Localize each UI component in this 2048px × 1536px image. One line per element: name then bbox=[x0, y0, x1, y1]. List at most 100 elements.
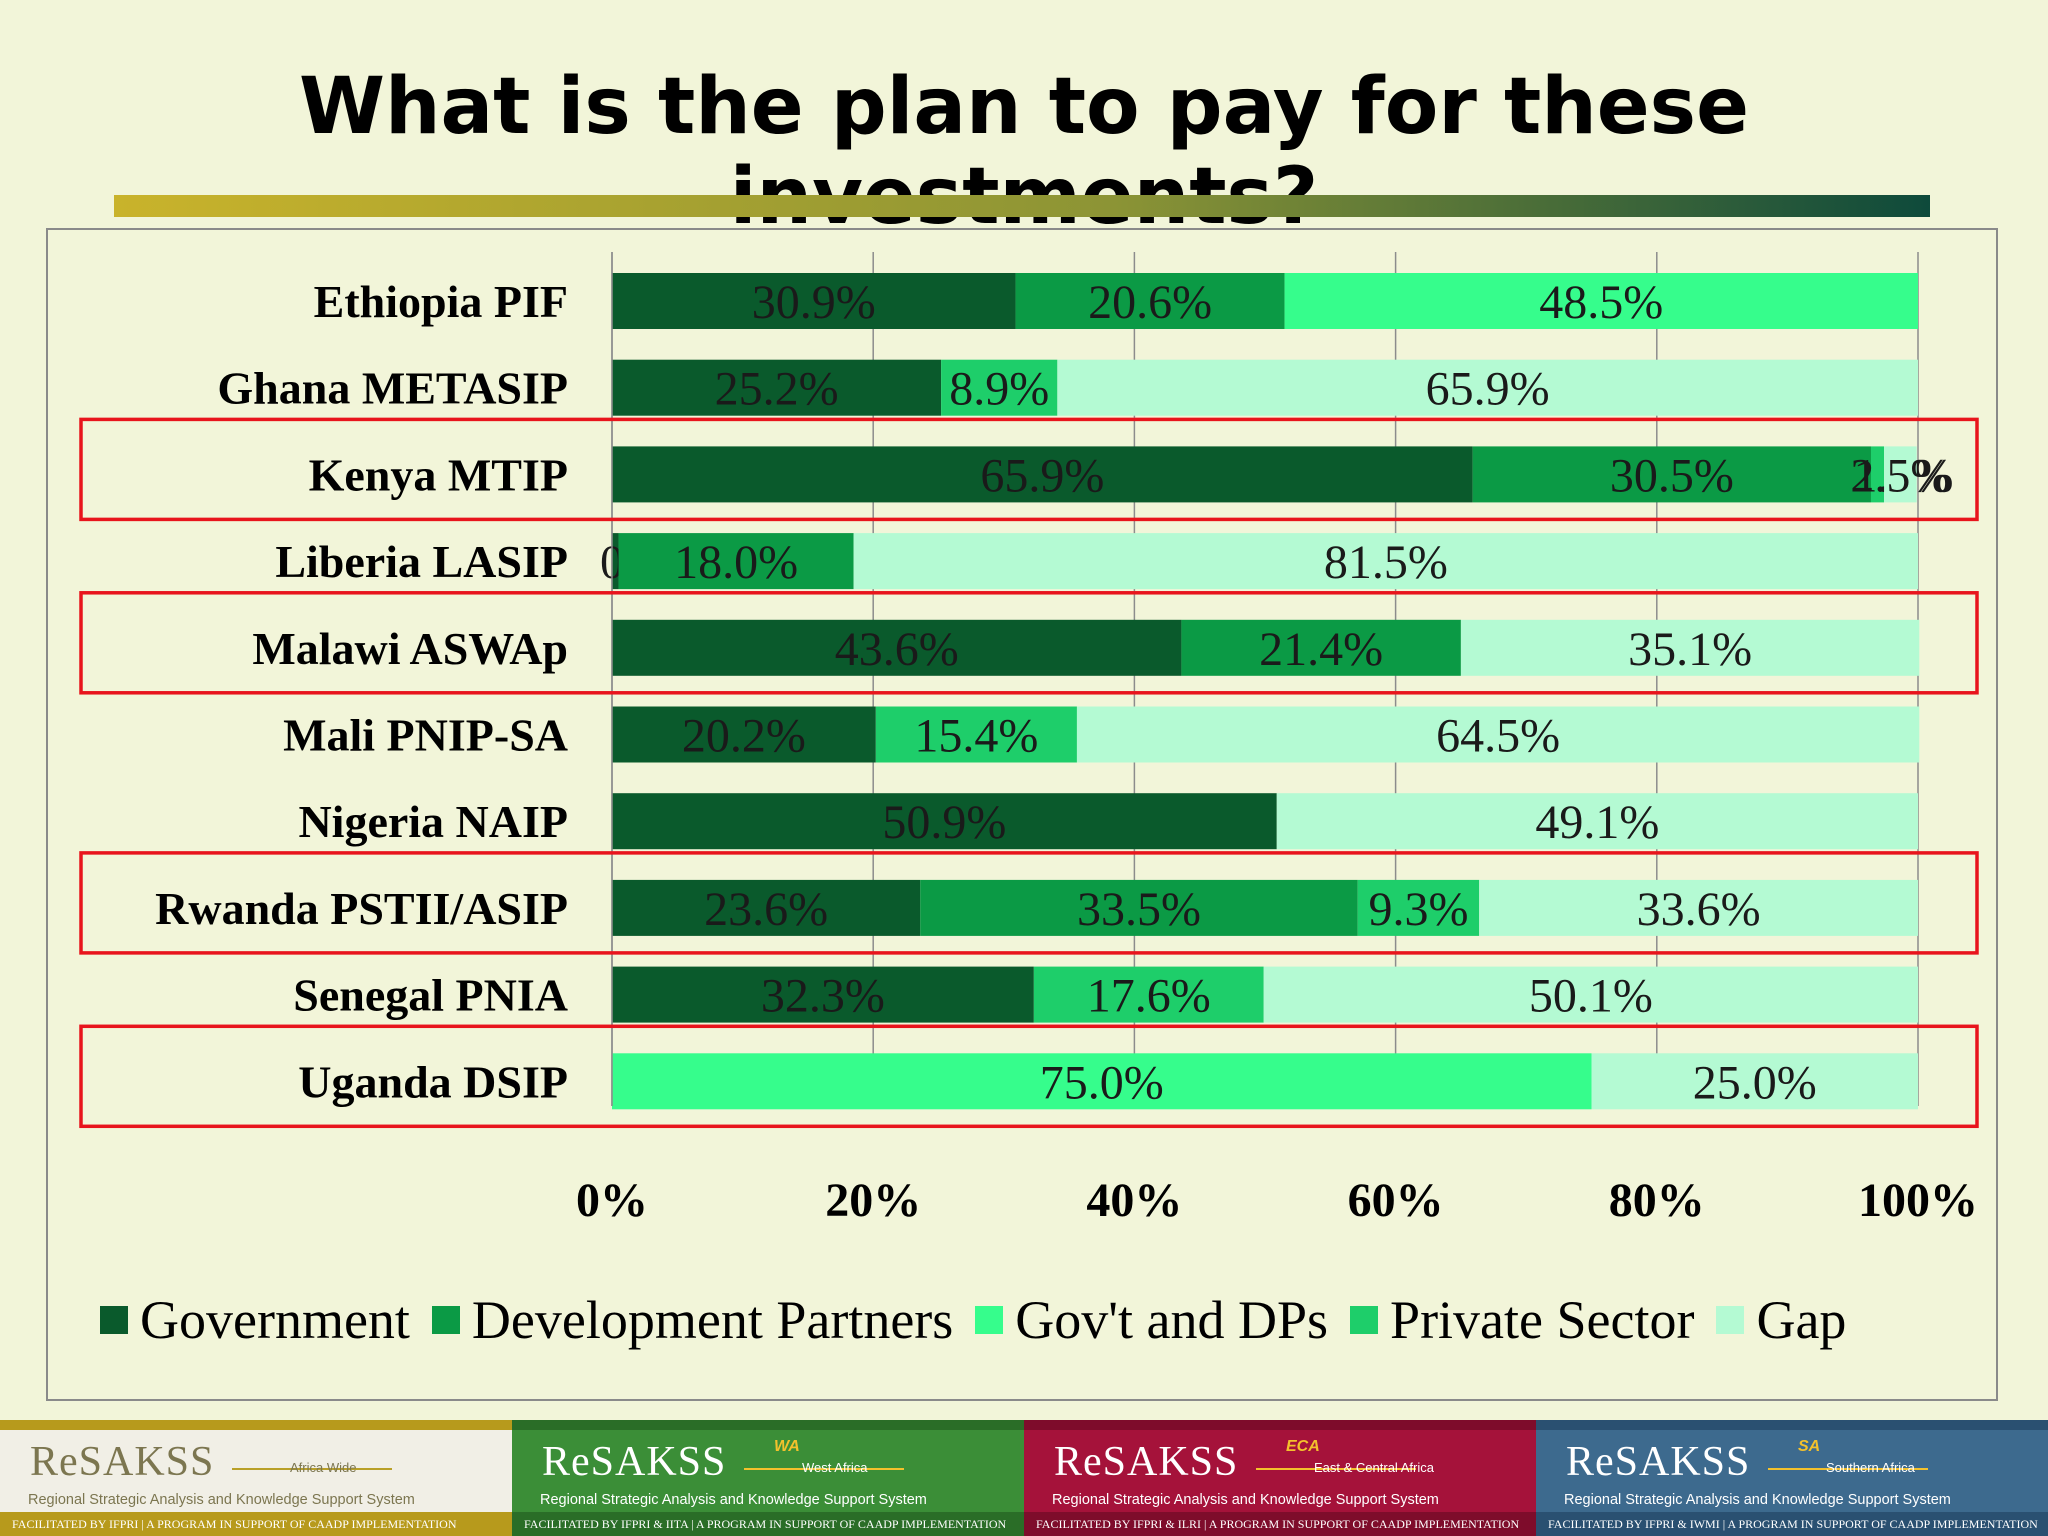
data-label: 64.5% bbox=[1436, 710, 1560, 763]
footer-region-name: West Africa bbox=[802, 1460, 868, 1475]
bar-gov-t-and-dps-ethiopia-pif bbox=[1284, 273, 1918, 329]
footer-brand-logo: ReSAKSS bbox=[1566, 1439, 1751, 1485]
category-label-ethiopia-pif: Ethiopia PIF bbox=[314, 276, 568, 327]
bar-government-nigeria-naip bbox=[612, 793, 1277, 850]
bar-government-ethiopia-pif bbox=[612, 273, 1016, 329]
bar-gap-nigeria-naip bbox=[1276, 793, 1918, 850]
category-label-ghana-metasip: Ghana METASIP bbox=[217, 363, 568, 414]
footer-facilitated-by: FACILITATED BY IFPRI | A PROGRAM IN SUPP… bbox=[0, 1512, 512, 1536]
bar-gap-malawi-aswap bbox=[1460, 619, 1920, 676]
footer-subtitle: Regional Strategic Analysis and Knowledg… bbox=[28, 1492, 415, 1508]
legend-item-private-sector: Private Sector bbox=[1350, 1289, 1694, 1351]
bar-government-kenya-mtip bbox=[612, 446, 1473, 503]
chart-frame bbox=[46, 228, 1998, 1401]
footer-panel-africa-wide: ReSAKSS Africa Wide Regional Strategic A… bbox=[0, 1420, 512, 1536]
category-label-liberia-lasip: Liberia LASIP bbox=[275, 536, 568, 587]
category-label-senegal-pnia: Senegal PNIA bbox=[293, 970, 568, 1021]
bar-private-sector-ghana-metasip bbox=[941, 359, 1058, 416]
footer-brand-logo: ReSAKSS bbox=[30, 1439, 215, 1485]
legend-swatch-government bbox=[100, 1306, 128, 1334]
data-label: 49.1% bbox=[1535, 796, 1659, 849]
footer-accent-strip bbox=[0, 1420, 512, 1430]
footer-accent-strip bbox=[512, 1420, 1024, 1430]
data-label: 50.1% bbox=[1529, 970, 1653, 1023]
footer-region-code: WA bbox=[774, 1438, 800, 1455]
footer-brand-logo: ReSAKSS bbox=[1054, 1439, 1239, 1485]
x-tick-label: 40% bbox=[1086, 1174, 1182, 1227]
legend-swatch-govt-and-dps bbox=[975, 1306, 1004, 1334]
legend-label-development-partners: Development Partners bbox=[471, 1290, 954, 1350]
data-label: 15.4% bbox=[914, 710, 1038, 763]
x-tick-label: 80% bbox=[1609, 1174, 1705, 1227]
data-label: 20.2% bbox=[682, 710, 806, 763]
footer-region-code: ECA bbox=[1286, 1438, 1320, 1455]
data-label: 33.6% bbox=[1637, 883, 1761, 936]
data-label: 2.5% bbox=[1850, 449, 1950, 502]
data-label: 25.0% bbox=[1693, 1056, 1817, 1109]
footer-swoosh bbox=[1256, 1468, 1416, 1470]
data-label: 48.5% bbox=[1539, 276, 1663, 329]
chart-legend: Government Development Partners Gov't an… bbox=[100, 1288, 1868, 1352]
data-label: 20.6% bbox=[1088, 276, 1212, 329]
data-label: 18.0% bbox=[674, 536, 798, 589]
title-underline-bar bbox=[114, 195, 1930, 217]
bar-private-sector-rwanda-pstii-asip bbox=[1357, 879, 1480, 936]
footer-panel-east-central-africa: ReSAKSS ECA East & Central Africa Region… bbox=[1024, 1420, 1536, 1536]
highlight-box-rwanda-pstii-asip bbox=[79, 851, 1979, 955]
legend-item-development-partners: Development Partners bbox=[431, 1289, 954, 1351]
data-label: 65.9% bbox=[980, 449, 1104, 502]
footer-panel-southern-africa: ReSAKSS SA Southern Africa Regional Stra… bbox=[1536, 1420, 2048, 1536]
data-label: 23.6% bbox=[704, 883, 828, 936]
footer-facilitated-by: FACILITATED BY IFPRI & IITA | A PROGRAM … bbox=[512, 1512, 1024, 1536]
footer-subtitle: Regional Strategic Analysis and Knowledg… bbox=[540, 1492, 927, 1508]
bar-development-partners-rwanda-pstii-asip bbox=[920, 879, 1358, 936]
data-label: 50.9% bbox=[882, 796, 1006, 849]
bar-government-mali-pnip-sa bbox=[612, 706, 876, 763]
data-label: 35.1% bbox=[1628, 623, 1752, 676]
bar-gov-t-and-dps-uganda-dsip bbox=[612, 1053, 1592, 1110]
footer-region-name: Africa Wide bbox=[290, 1460, 357, 1475]
data-label: 33.5% bbox=[1077, 883, 1201, 936]
footer-swoosh bbox=[1768, 1468, 1928, 1470]
legend-label-government: Government bbox=[140, 1290, 410, 1350]
footer-panel-west-africa: ReSAKSS WA West Africa Regional Strategi… bbox=[512, 1420, 1024, 1536]
bar-development-partners-ethiopia-pif bbox=[1015, 273, 1285, 329]
footer-subtitle: Regional Strategic Analysis and Knowledg… bbox=[1052, 1492, 1439, 1508]
footer-facilitated-by: FACILITATED BY IFPRI & IWMI | A PROGRAM … bbox=[1536, 1512, 2048, 1536]
footer-swoosh bbox=[744, 1468, 904, 1470]
bar-gap-mali-pnip-sa bbox=[1076, 706, 1920, 763]
bar-development-partners-kenya-mtip bbox=[1472, 446, 1871, 503]
footer-facilitated-by: FACILITATED BY IFPRI & ILRI | A PROGRAM … bbox=[1024, 1512, 1536, 1536]
legend-swatch-development-partners bbox=[431, 1306, 460, 1334]
bar-private-sector-senegal-pnia bbox=[1033, 966, 1264, 1023]
legend-item-govt-and-dps: Gov't and DPs bbox=[975, 1289, 1328, 1351]
data-label: 30.5% bbox=[1610, 449, 1734, 502]
highlight-box-uganda-dsip bbox=[79, 1024, 1979, 1129]
x-tick-label: 20% bbox=[825, 1174, 921, 1227]
data-label: 65.9% bbox=[1426, 363, 1550, 416]
data-label: 43.6% bbox=[835, 623, 959, 676]
category-label-rwanda-pstii-asip: Rwanda PSTII/ASIP bbox=[155, 883, 568, 934]
category-label-uganda-dsip: Uganda DSIP bbox=[298, 1056, 568, 1107]
footer-accent-strip bbox=[1536, 1420, 2048, 1430]
footer-swoosh bbox=[232, 1468, 392, 1470]
bar-gap-senegal-pnia bbox=[1263, 966, 1918, 1023]
data-label: 25.2% bbox=[715, 363, 839, 416]
bar-development-partners-liberia-lasip bbox=[618, 533, 854, 590]
data-label: 81.5% bbox=[1324, 536, 1448, 589]
footer-brand-logo: ReSAKSS bbox=[542, 1439, 727, 1485]
data-label: 8.9% bbox=[949, 363, 1049, 416]
legend-swatch-private-sector bbox=[1350, 1306, 1379, 1334]
bar-gap-ghana-metasip bbox=[1057, 359, 1918, 416]
bar-government-ghana-metasip bbox=[612, 359, 942, 416]
stacked-bar-chart: Ethiopia PIF 30.9% 20.6% 48.5% Ghana METASIP… bbox=[79, 252, 1979, 1227]
highlight-box-kenya-mtip bbox=[79, 417, 1979, 522]
bar-gap-kenya-mtip bbox=[1884, 446, 1917, 503]
category-label-malawi-aswap: Malawi ASWAp bbox=[252, 623, 568, 674]
x-tick-label: 100% bbox=[1858, 1174, 1978, 1227]
data-label: 21.4% bbox=[1259, 623, 1383, 676]
bar-gap-uganda-dsip bbox=[1591, 1053, 1918, 1110]
highlight-box-malawi-aswap bbox=[79, 591, 1979, 695]
legend-swatch-gap bbox=[1716, 1306, 1745, 1334]
x-tick-label: 0% bbox=[576, 1174, 648, 1227]
